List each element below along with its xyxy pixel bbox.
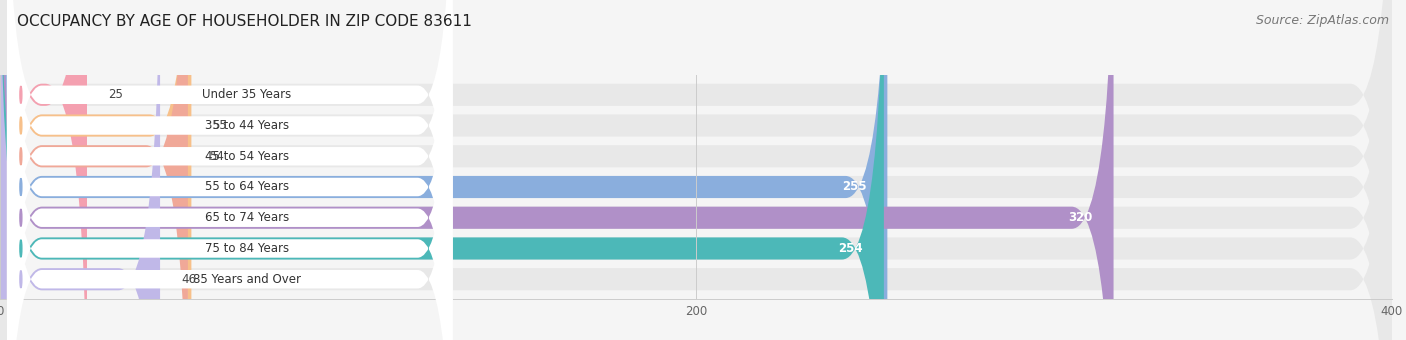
FancyBboxPatch shape [7,0,453,340]
Text: 54: 54 [209,150,224,163]
Circle shape [20,86,22,103]
FancyBboxPatch shape [0,0,1114,340]
FancyBboxPatch shape [7,0,453,340]
Text: 46: 46 [181,273,195,286]
FancyBboxPatch shape [0,0,191,340]
Circle shape [20,240,22,257]
Text: 254: 254 [838,242,863,255]
FancyBboxPatch shape [7,0,453,340]
Text: 85 Years and Over: 85 Years and Over [193,273,301,286]
Circle shape [20,117,22,134]
Text: Under 35 Years: Under 35 Years [202,88,291,101]
Circle shape [20,148,22,165]
Text: 35 to 44 Years: 35 to 44 Years [205,119,290,132]
FancyBboxPatch shape [0,0,887,340]
FancyBboxPatch shape [0,0,884,340]
FancyBboxPatch shape [7,0,453,340]
Text: 255: 255 [842,181,866,193]
Text: 320: 320 [1069,211,1092,224]
Text: 55 to 64 Years: 55 to 64 Years [205,181,290,193]
FancyBboxPatch shape [7,0,453,340]
Text: 55: 55 [212,119,226,132]
Text: 45 to 54 Years: 45 to 54 Years [205,150,290,163]
Text: 65 to 74 Years: 65 to 74 Years [205,211,290,224]
Text: 25: 25 [108,88,122,101]
FancyBboxPatch shape [7,0,453,340]
FancyBboxPatch shape [0,0,188,340]
Text: OCCUPANCY BY AGE OF HOUSEHOLDER IN ZIP CODE 83611: OCCUPANCY BY AGE OF HOUSEHOLDER IN ZIP C… [17,14,472,29]
Text: Source: ZipAtlas.com: Source: ZipAtlas.com [1256,14,1389,27]
FancyBboxPatch shape [0,0,87,340]
Text: 75 to 84 Years: 75 to 84 Years [205,242,290,255]
Circle shape [20,271,22,288]
FancyBboxPatch shape [0,0,160,340]
Circle shape [20,209,22,226]
FancyBboxPatch shape [7,0,453,340]
Circle shape [20,178,22,195]
